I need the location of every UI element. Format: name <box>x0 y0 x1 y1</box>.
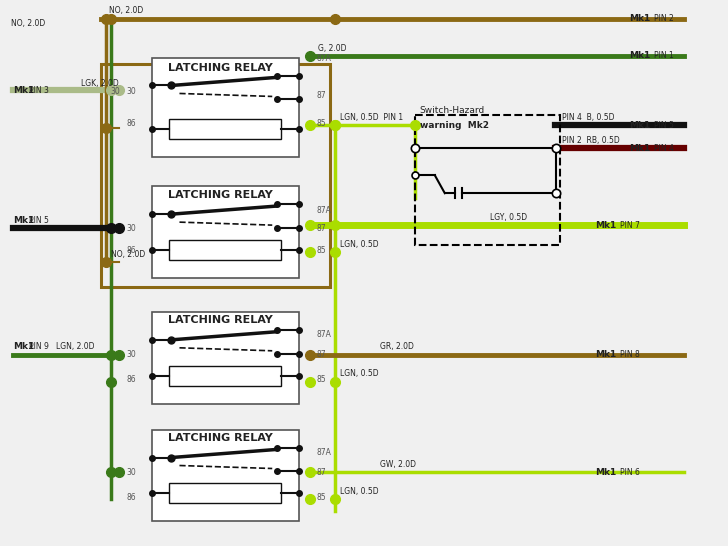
Text: LGN, 0.5D: LGN, 0.5D <box>340 369 379 378</box>
Text: Mk1: Mk1 <box>596 351 617 359</box>
Text: 86: 86 <box>127 119 136 128</box>
Text: Mk1: Mk1 <box>629 121 651 130</box>
Text: 30: 30 <box>127 87 136 96</box>
Bar <box>170 483 281 503</box>
Text: PIN 3: PIN 3 <box>29 86 49 95</box>
Text: GR, 2.0D: GR, 2.0D <box>380 342 414 351</box>
Text: PIN 1: PIN 1 <box>654 51 674 60</box>
Text: G, 2.0D: G, 2.0D <box>318 44 347 53</box>
Text: NO, 2.0D: NO, 2.0D <box>108 6 143 15</box>
Text: PIN 5: PIN 5 <box>654 121 674 130</box>
Text: GW, 2.0D: GW, 2.0D <box>380 460 416 469</box>
Text: NO, 2.0D: NO, 2.0D <box>111 250 145 259</box>
Bar <box>415 115 560 245</box>
Text: 30: 30 <box>127 468 136 477</box>
Text: 87A: 87A <box>316 206 331 215</box>
Text: Mk1: Mk1 <box>629 144 651 153</box>
Text: 85: 85 <box>316 119 325 128</box>
Text: 87A: 87A <box>316 448 331 457</box>
Text: PIN 2  RB, 0.5D: PIN 2 RB, 0.5D <box>563 136 620 145</box>
Text: 87: 87 <box>316 351 325 359</box>
Text: 85: 85 <box>316 246 325 254</box>
Text: PIN 8: PIN 8 <box>620 351 640 359</box>
Text: Mk1: Mk1 <box>629 14 651 23</box>
Text: Mk1: Mk1 <box>596 221 617 230</box>
Text: 87: 87 <box>316 224 325 233</box>
Bar <box>151 186 299 278</box>
Text: 87A: 87A <box>316 54 331 63</box>
Bar <box>151 430 299 521</box>
Text: Mk1: Mk1 <box>13 216 34 224</box>
Text: warning  Mk2: warning Mk2 <box>420 121 489 130</box>
Text: Mk1: Mk1 <box>13 342 34 351</box>
Bar <box>100 63 330 287</box>
Text: 30: 30 <box>127 224 136 233</box>
Text: Mk1: Mk1 <box>13 86 34 95</box>
Text: PIN 4  B, 0.5D: PIN 4 B, 0.5D <box>563 113 615 122</box>
Text: 86: 86 <box>127 493 136 502</box>
Text: 87: 87 <box>316 468 325 477</box>
Text: Mk1: Mk1 <box>596 468 617 477</box>
Text: PIN 7: PIN 7 <box>620 221 640 230</box>
Text: LGN, 0.5D: LGN, 0.5D <box>340 487 379 496</box>
Text: 30: 30 <box>127 351 136 359</box>
Text: 30: 30 <box>111 87 120 96</box>
Text: Switch-Hazard: Switch-Hazard <box>420 106 485 115</box>
Text: PIN 9: PIN 9 <box>29 342 49 351</box>
Text: PIN 5: PIN 5 <box>29 216 49 224</box>
Text: PIN 2: PIN 2 <box>654 14 674 23</box>
Text: NO, 2.0D: NO, 2.0D <box>11 19 45 28</box>
Text: Mk1: Mk1 <box>629 51 651 60</box>
Bar <box>151 57 299 157</box>
Text: LATCHING RELAY: LATCHING RELAY <box>168 63 273 73</box>
Text: 85: 85 <box>316 375 325 384</box>
Text: PIN 4: PIN 4 <box>654 144 674 153</box>
Text: LGN, 0.5D  PIN 1: LGN, 0.5D PIN 1 <box>340 113 403 122</box>
Bar <box>151 312 299 403</box>
Text: LATCHING RELAY: LATCHING RELAY <box>168 190 273 200</box>
Bar <box>170 120 281 139</box>
Text: LGN, 0.5D: LGN, 0.5D <box>340 240 379 248</box>
Text: 87A: 87A <box>316 330 331 340</box>
Text: 87: 87 <box>316 91 325 100</box>
Bar <box>170 366 281 385</box>
Text: 86: 86 <box>127 375 136 384</box>
Text: LATCHING RELAY: LATCHING RELAY <box>168 432 273 443</box>
Text: 86: 86 <box>127 246 136 254</box>
Text: LGN, 2.0D: LGN, 2.0D <box>56 342 95 351</box>
Text: LGK, 2.0D: LGK, 2.0D <box>81 79 119 88</box>
Bar <box>170 240 281 260</box>
Text: PIN 6: PIN 6 <box>620 468 640 477</box>
Text: 85: 85 <box>316 493 325 502</box>
Text: LATCHING RELAY: LATCHING RELAY <box>168 315 273 325</box>
Text: LGY, 0.5D: LGY, 0.5D <box>490 212 527 222</box>
